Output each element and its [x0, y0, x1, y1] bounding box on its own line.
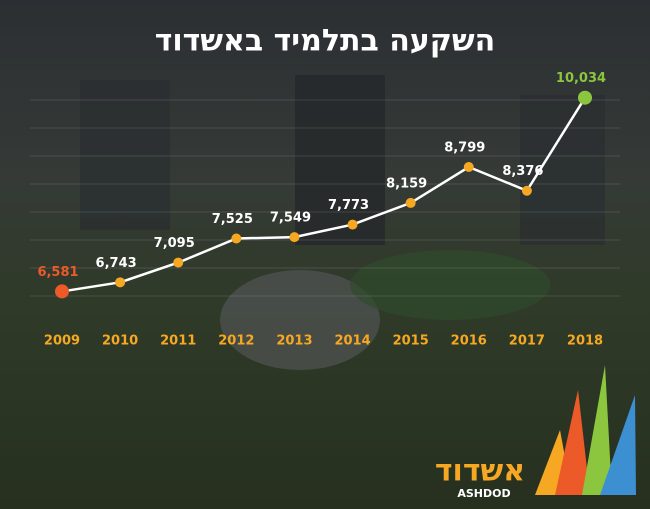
building — [295, 75, 385, 245]
logo-shard — [555, 390, 590, 495]
line — [61, 97, 587, 293]
point — [55, 284, 69, 299]
point — [521, 185, 532, 196]
value-label: 7,773 — [328, 198, 369, 213]
park — [220, 270, 380, 370]
x-tick-label: 2010 — [102, 334, 138, 349]
x-tick-label: 2012 — [218, 334, 254, 349]
point — [115, 277, 126, 288]
logo-latin: ASHDOD — [457, 487, 510, 500]
x-tick-label: 2014 — [334, 334, 370, 349]
point — [463, 162, 474, 173]
x-tick-label: 2016 — [451, 334, 487, 349]
point — [578, 90, 592, 105]
point — [289, 232, 300, 243]
value-label: 8,799 — [444, 141, 485, 156]
value-label: 7,525 — [212, 212, 253, 227]
lake — [350, 250, 550, 320]
x-tick-label: 2018 — [567, 334, 603, 349]
building — [520, 95, 605, 245]
value-label: 6,581 — [37, 265, 78, 280]
value-label: 8,159 — [386, 176, 427, 191]
point — [231, 233, 242, 244]
x-tick-label: 2017 — [509, 334, 545, 349]
point — [405, 197, 416, 208]
logo: אשדוד ASHDOD — [435, 365, 636, 500]
x-tick-label: 2011 — [160, 334, 196, 349]
value-label: 6,743 — [96, 256, 137, 271]
logo-shard — [582, 365, 612, 495]
x-tick-label: 2009 — [44, 334, 80, 349]
logo-shard — [600, 395, 636, 495]
x-tick-label: 2013 — [276, 334, 312, 349]
grid — [30, 99, 620, 297]
x-tick-label: 2015 — [393, 334, 429, 349]
point — [173, 257, 184, 268]
building — [80, 80, 170, 230]
value-label: 7,095 — [154, 236, 195, 251]
value-label: 8,376 — [502, 164, 543, 179]
value-label: 10,034 — [556, 71, 606, 86]
value-label: 7,549 — [270, 211, 311, 226]
logo-hebrew: אשדוד — [435, 454, 525, 489]
point — [347, 219, 358, 230]
chart-title: השקעה בתלמיד באשדוד — [155, 24, 496, 59]
